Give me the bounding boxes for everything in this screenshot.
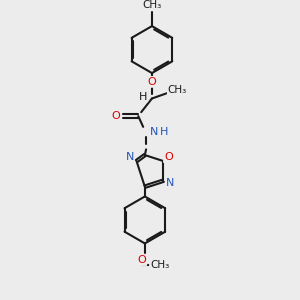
Text: O: O: [111, 111, 120, 121]
Text: CH₃: CH₃: [168, 85, 187, 95]
Text: CH₃: CH₃: [142, 0, 162, 10]
Text: H: H: [160, 127, 168, 137]
Text: O: O: [164, 152, 173, 162]
Text: CH₃: CH₃: [150, 260, 169, 270]
Text: N: N: [125, 152, 134, 162]
Text: O: O: [148, 77, 156, 87]
Text: O: O: [138, 255, 146, 265]
Text: N: N: [150, 127, 158, 137]
Text: H: H: [139, 92, 147, 101]
Text: N: N: [166, 178, 175, 188]
